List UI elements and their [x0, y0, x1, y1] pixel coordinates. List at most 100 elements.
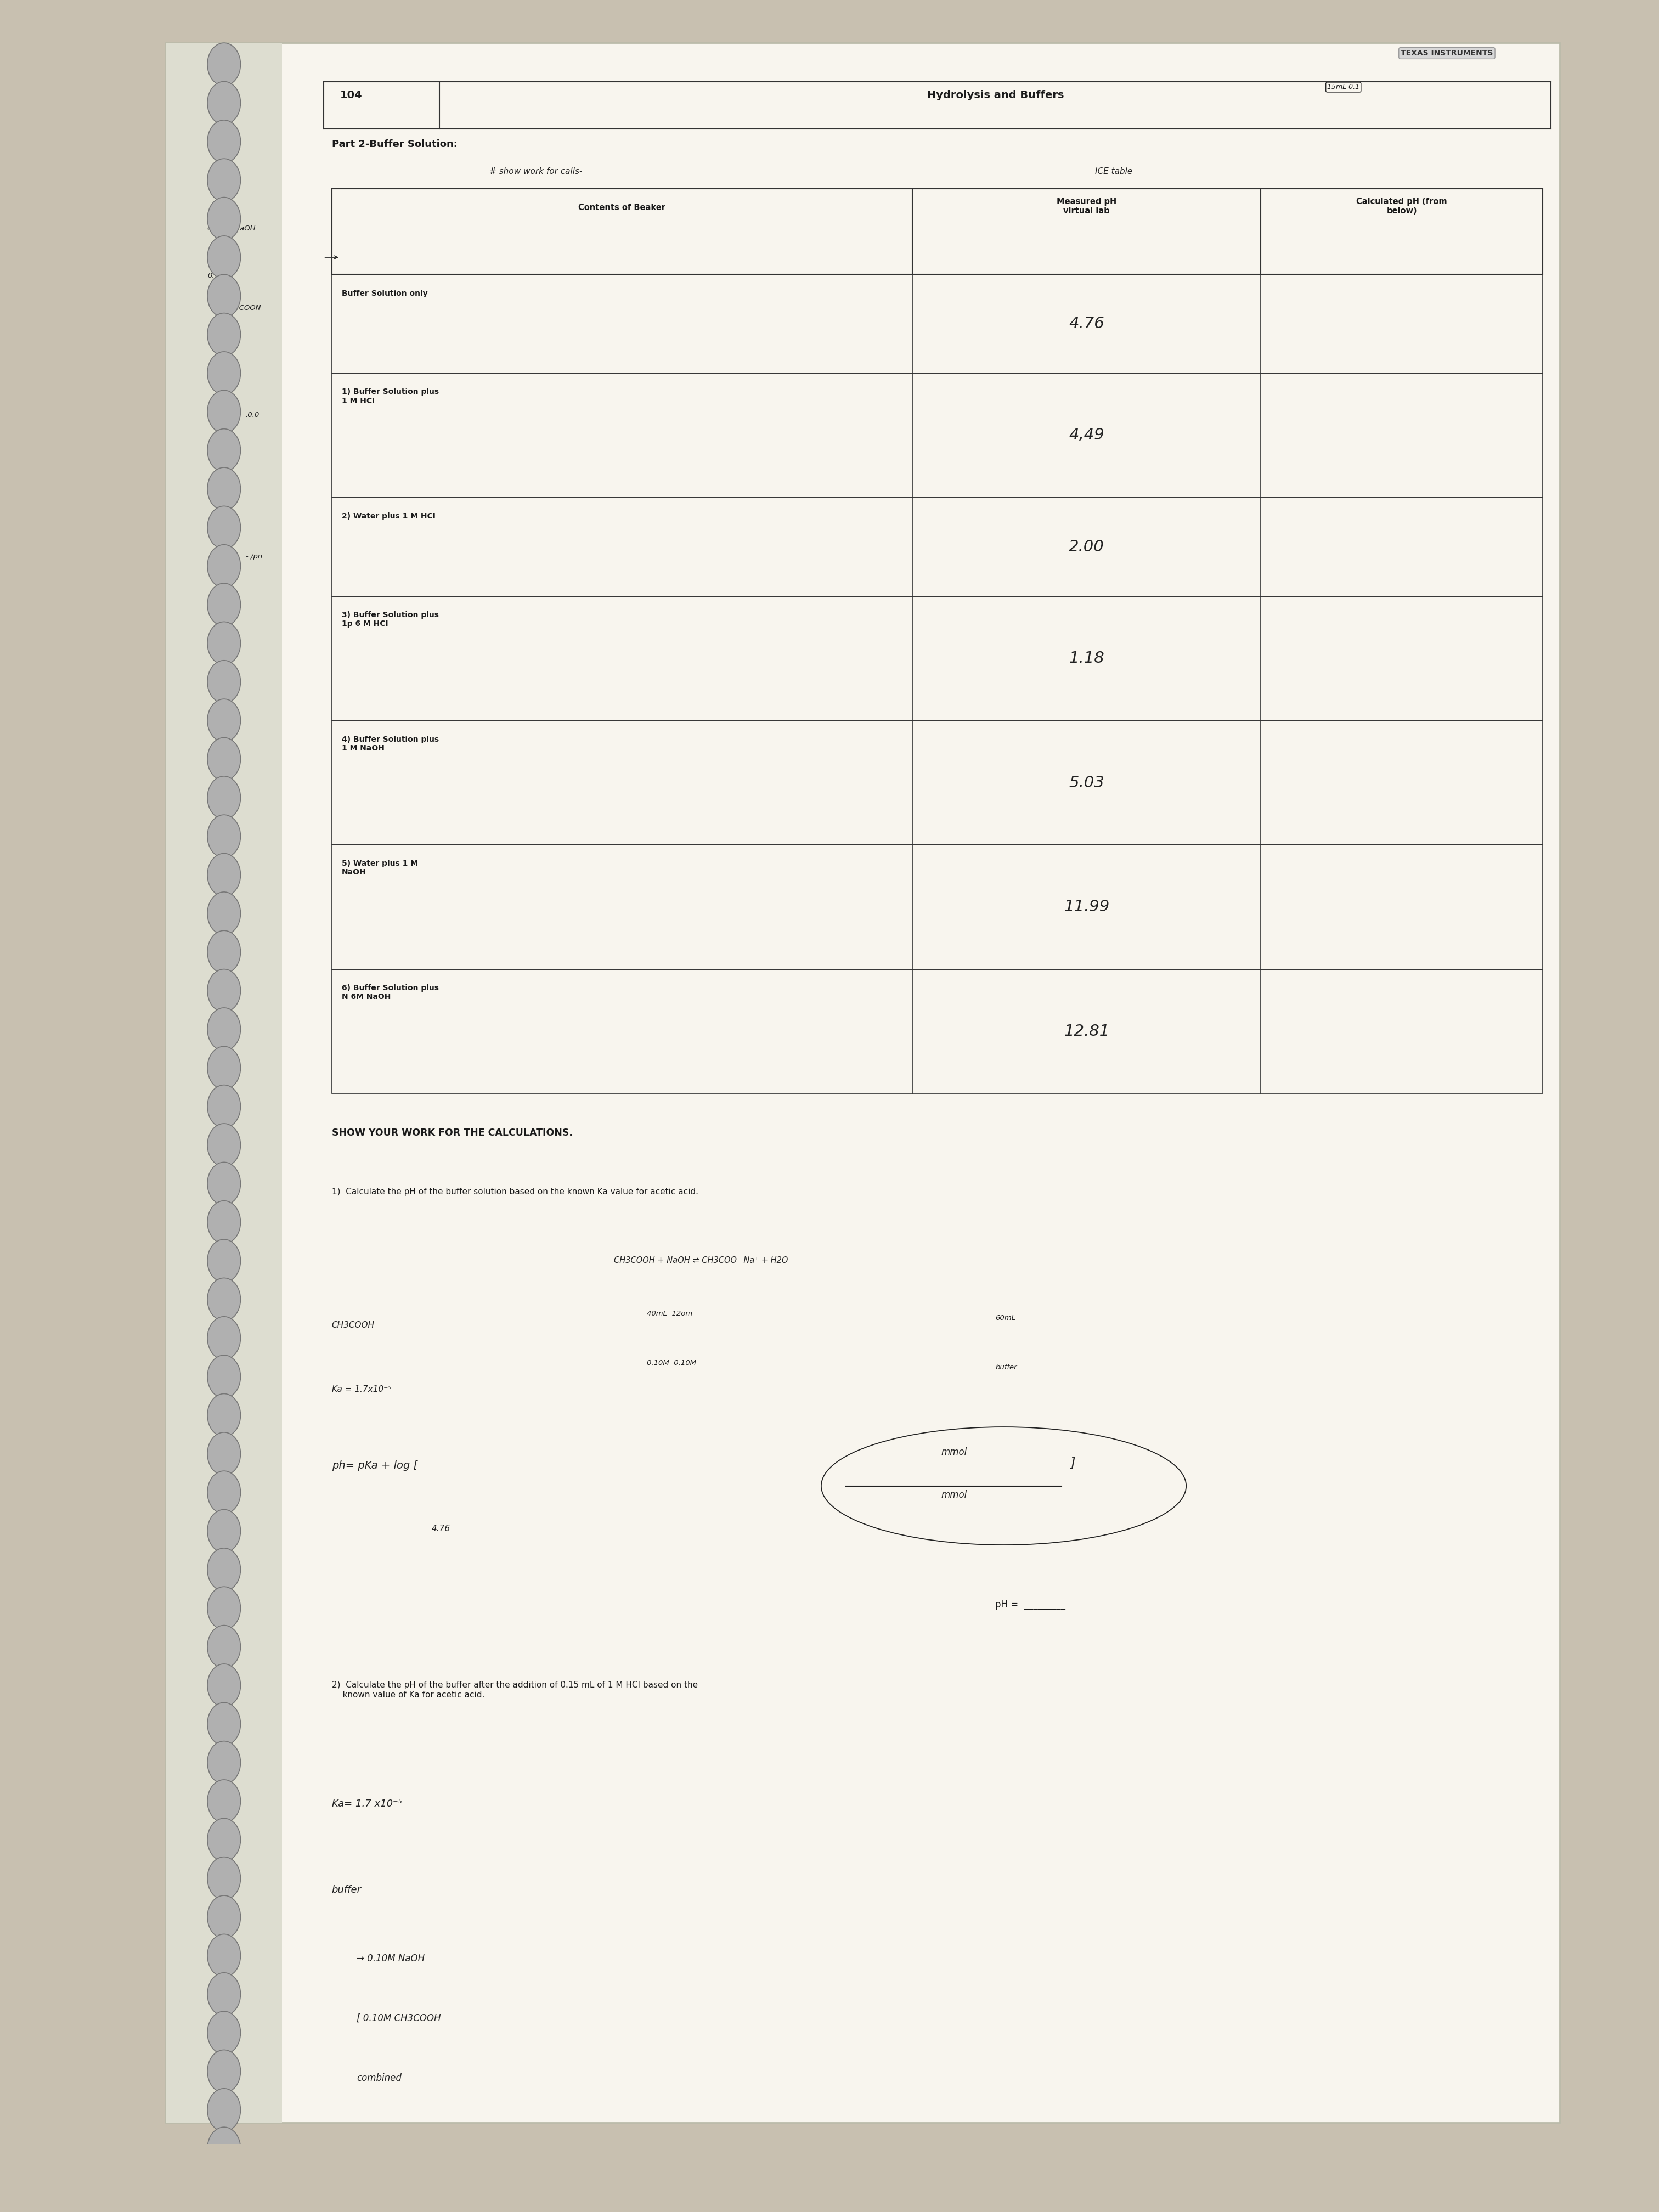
- Bar: [332, 845, 1543, 969]
- Circle shape: [207, 622, 241, 666]
- Circle shape: [207, 1626, 241, 1668]
- Circle shape: [207, 1586, 241, 1630]
- Text: buffer: buffer: [332, 1885, 362, 1896]
- Circle shape: [207, 544, 241, 588]
- Bar: [332, 595, 1543, 721]
- Circle shape: [207, 1316, 241, 1360]
- Circle shape: [207, 1046, 241, 1088]
- Circle shape: [207, 274, 241, 316]
- Text: 2.00: 2.00: [1068, 540, 1105, 555]
- Text: 5) Water plus 1 M
NaOH: 5) Water plus 1 M NaOH: [342, 860, 418, 876]
- Circle shape: [207, 1084, 241, 1128]
- Circle shape: [207, 1201, 241, 1243]
- Circle shape: [207, 352, 241, 394]
- Circle shape: [207, 1471, 241, 1513]
- Circle shape: [207, 931, 241, 973]
- Bar: [332, 188, 1543, 274]
- Text: ICE table: ICE table: [1095, 168, 1133, 175]
- Text: ]: ]: [1070, 1455, 1075, 1469]
- Circle shape: [207, 1856, 241, 1900]
- Circle shape: [207, 737, 241, 781]
- Circle shape: [207, 1124, 241, 1166]
- Circle shape: [207, 1239, 241, 1283]
- Circle shape: [207, 854, 241, 896]
- Circle shape: [207, 237, 241, 279]
- Text: 4.76: 4.76: [1068, 316, 1105, 332]
- Text: 2)  Calculate the pH of the buffer after the addition of 0.15 mL of 1 M HCI base: 2) Calculate the pH of the buffer after …: [332, 1681, 698, 1699]
- Circle shape: [207, 969, 241, 1013]
- Circle shape: [207, 1433, 241, 1475]
- Circle shape: [207, 1703, 241, 1745]
- Text: 60mL: 60mL: [995, 1314, 1015, 1321]
- Text: pH =  _________: pH = _________: [995, 1599, 1065, 1610]
- Text: 4.76: 4.76: [431, 1524, 450, 1533]
- Circle shape: [207, 1818, 241, 1860]
- Circle shape: [207, 1279, 241, 1321]
- Text: SHOW YOUR WORK FOR THE CALCULATIONS.: SHOW YOUR WORK FOR THE CALCULATIONS.: [332, 1128, 572, 1137]
- Text: 0.10M  0.10M: 0.10M 0.10M: [647, 1360, 697, 1367]
- Circle shape: [207, 119, 241, 164]
- Circle shape: [207, 42, 241, 86]
- Text: 0.10 M NaOH: 0.10 M NaOH: [207, 226, 255, 232]
- Circle shape: [207, 814, 241, 858]
- Text: c5H4: c5H4: [216, 511, 234, 518]
- Circle shape: [207, 1933, 241, 1978]
- Text: 12.81: 12.81: [1063, 1024, 1110, 1040]
- FancyBboxPatch shape: [166, 42, 1559, 2124]
- Circle shape: [207, 314, 241, 356]
- Text: mmol: mmol: [941, 1447, 967, 1458]
- Text: 1)  Calculate the pH of the buffer solution based on the known Ka value for acet: 1) Calculate the pH of the buffer soluti…: [332, 1188, 698, 1197]
- Bar: [332, 969, 1543, 1093]
- Text: 2) Water plus 1 M HCI: 2) Water plus 1 M HCI: [342, 513, 436, 520]
- Circle shape: [207, 1394, 241, 1436]
- Text: Buffer Solution only: Buffer Solution only: [342, 290, 428, 296]
- Circle shape: [207, 2011, 241, 2055]
- Circle shape: [207, 2128, 241, 2170]
- Circle shape: [207, 197, 241, 241]
- Text: 104: 104: [340, 91, 362, 100]
- Text: combined: combined: [357, 2073, 401, 2084]
- Circle shape: [207, 429, 241, 471]
- Text: 5.03: 5.03: [1068, 774, 1105, 790]
- Text: .0.0: .0.0: [246, 411, 259, 418]
- Circle shape: [207, 2088, 241, 2132]
- Bar: [332, 274, 1543, 374]
- Circle shape: [207, 1741, 241, 1785]
- Text: 11.99: 11.99: [1063, 900, 1110, 916]
- Circle shape: [207, 1973, 241, 2015]
- Text: ph= pKa + log [: ph= pKa + log [: [332, 1460, 418, 1471]
- Bar: [332, 498, 1543, 595]
- Bar: [166, 42, 282, 2124]
- Text: Ka= 1.7 x10⁻⁵: Ka= 1.7 x10⁻⁵: [332, 1798, 401, 1809]
- Text: 3) Buffer Solution plus
1p 6 M HCI: 3) Buffer Solution plus 1p 6 M HCI: [342, 611, 440, 628]
- Text: Calculated pH (from
below): Calculated pH (from below): [1357, 197, 1447, 215]
- Circle shape: [207, 699, 241, 741]
- Text: 6) Buffer Solution plus
N 6M NaOH: 6) Buffer Solution plus N 6M NaOH: [342, 984, 440, 1000]
- Text: 15mL 0.1: 15mL 0.1: [1327, 84, 1360, 91]
- Text: CH3COON: CH3COON: [224, 305, 260, 312]
- Text: 1.18: 1.18: [1068, 650, 1105, 666]
- Text: Ka = 1.7x10⁻⁵: Ka = 1.7x10⁻⁵: [332, 1385, 392, 1394]
- Circle shape: [207, 1781, 241, 1823]
- Circle shape: [207, 1548, 241, 1590]
- Circle shape: [207, 2051, 241, 2093]
- Text: mmol: mmol: [941, 1491, 967, 1500]
- Circle shape: [207, 1896, 241, 1938]
- Text: CH3COOH: CH3COOH: [332, 1321, 375, 1329]
- Text: Part 2-Buffer Solution:: Part 2-Buffer Solution:: [332, 139, 458, 148]
- Text: 40mL  12om: 40mL 12om: [647, 1310, 693, 1318]
- Bar: [332, 721, 1543, 845]
- Circle shape: [207, 1663, 241, 1708]
- Circle shape: [207, 467, 241, 511]
- Text: 1) Buffer Solution plus
1 M HCI: 1) Buffer Solution plus 1 M HCI: [342, 387, 440, 405]
- Text: Hydrolysis and Buffers: Hydrolysis and Buffers: [927, 91, 1063, 100]
- Circle shape: [207, 776, 241, 818]
- Circle shape: [207, 1161, 241, 1206]
- Text: Contents of Beaker: Contents of Beaker: [579, 204, 665, 212]
- Text: # show work for calls-: # show work for calls-: [489, 168, 582, 175]
- Text: [ 0.10M CH3COOH: [ 0.10M CH3COOH: [357, 2013, 441, 2024]
- Circle shape: [207, 891, 241, 936]
- Text: TEXAS INSTRUMENTS: TEXAS INSTRUMENTS: [1400, 49, 1493, 58]
- Circle shape: [207, 507, 241, 549]
- Bar: [332, 374, 1543, 498]
